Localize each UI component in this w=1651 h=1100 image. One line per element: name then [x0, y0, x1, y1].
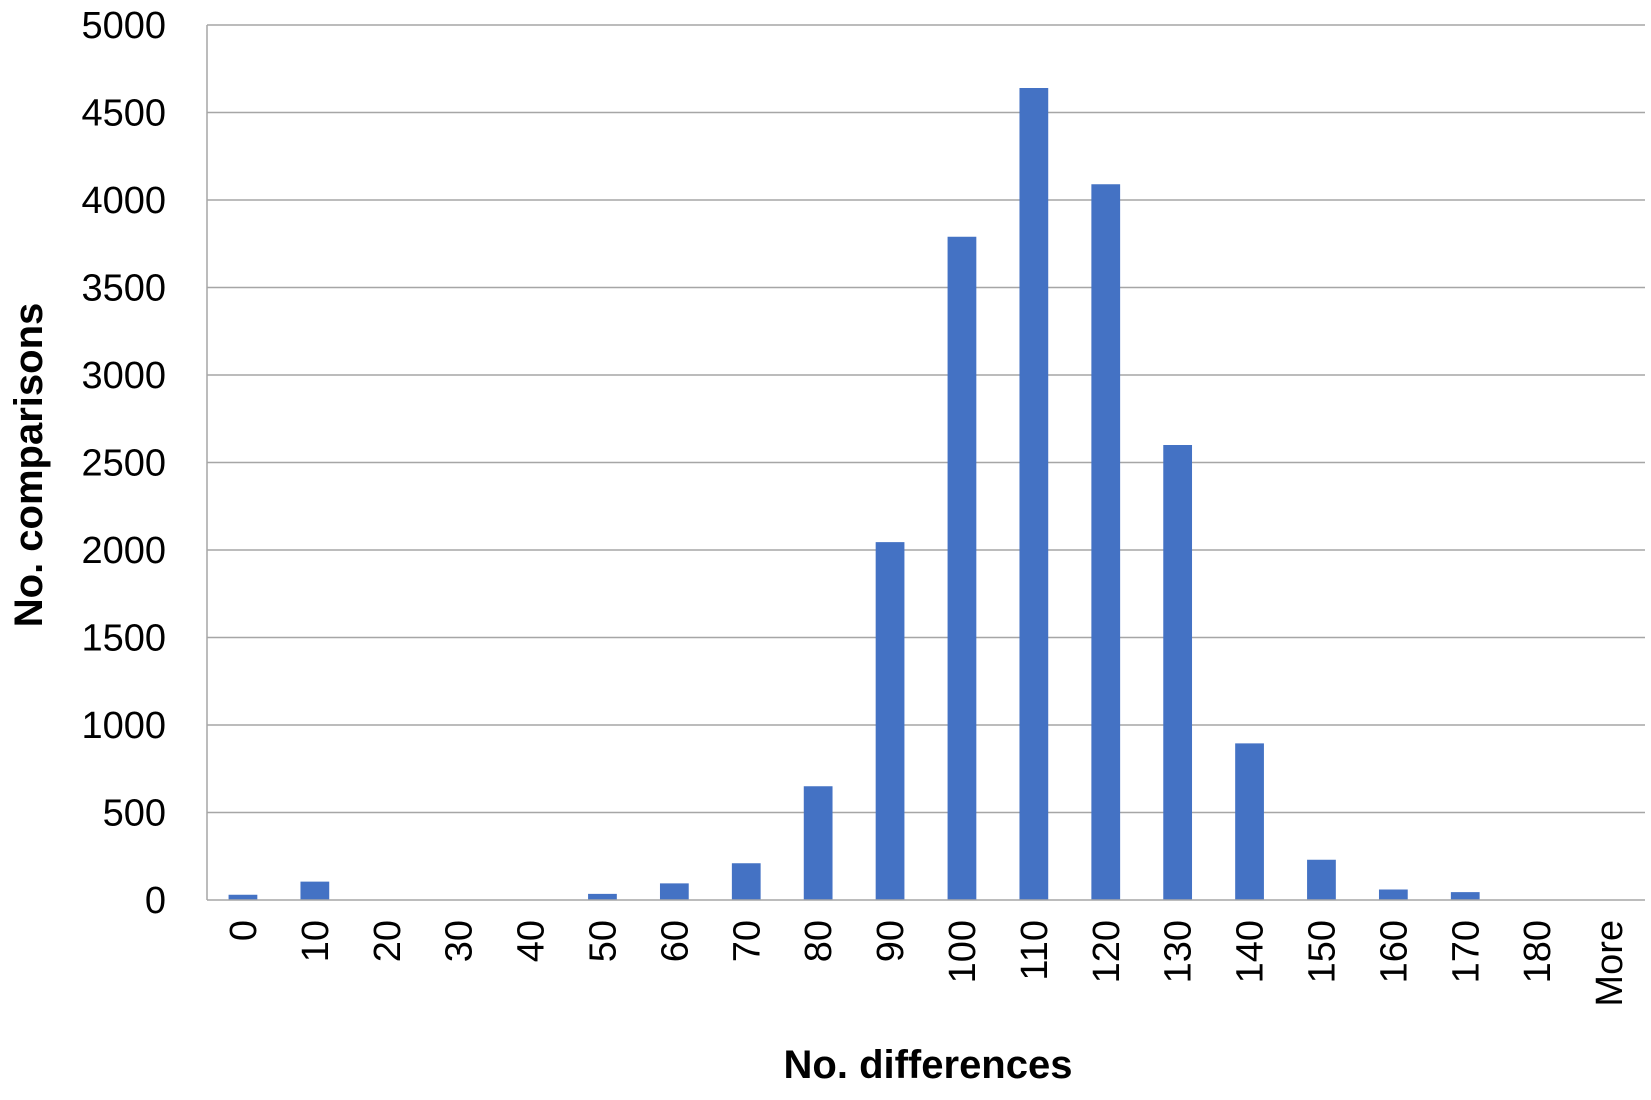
- bar-160: [1378, 889, 1408, 900]
- x-tick-label: 150: [1301, 920, 1343, 983]
- bars: [228, 88, 1480, 900]
- bar-10: [300, 881, 330, 900]
- y-tick-labels: 0 500 1000 1500 2000 2500 3000 3500 4000 4500 5000: [81, 5, 166, 922]
- y-tick-label: 5000: [81, 5, 166, 47]
- x-tick-label: 110: [1014, 920, 1056, 981]
- bar-130: [1163, 445, 1193, 900]
- x-tick-label: 40: [511, 920, 553, 962]
- x-tick-label: 100: [942, 920, 984, 983]
- bar-70: [731, 863, 761, 900]
- bar-100: [947, 236, 977, 900]
- gridlines: [207, 24, 1645, 814]
- bar-150: [1307, 859, 1336, 900]
- x-tick-label: 30: [439, 920, 481, 962]
- axes: [206, 25, 1645, 901]
- x-tick-label: 170: [1445, 920, 1487, 983]
- x-tick-label: 120: [1086, 920, 1128, 983]
- bar-110: [1019, 88, 1049, 900]
- x-tick-label: More: [1589, 920, 1631, 1007]
- x-tick-label: 130: [1158, 920, 1200, 983]
- x-tick-labels: 0 10 20 30 40 50 60 70 80 90 100 110 120 130 140 150 160…: [223, 920, 1631, 1007]
- x-tick-label: 180: [1517, 920, 1559, 983]
- y-tick-label: 1500: [81, 618, 166, 660]
- bar-140: [1235, 743, 1264, 900]
- y-tick-label: 4500: [81, 93, 166, 135]
- x-tick-label: 10: [295, 920, 337, 962]
- bar-90: [875, 542, 905, 900]
- y-tick-label: 3000: [81, 355, 166, 397]
- bar-80: [803, 786, 833, 900]
- x-axis-title: No. differences: [784, 1043, 1073, 1087]
- x-tick-label: 90: [870, 920, 912, 962]
- bar-60: [659, 883, 689, 900]
- x-tick-label: 160: [1373, 920, 1415, 983]
- x-tick-label: 20: [367, 920, 409, 962]
- y-tick-label: 0: [145, 880, 166, 922]
- y-tick-label: 2000: [81, 530, 166, 572]
- y-axis-title: No. comparisons: [7, 303, 51, 628]
- y-tick-label: 1000: [81, 705, 166, 747]
- x-tick-label: 70: [726, 920, 768, 962]
- bar-50: [588, 893, 617, 900]
- y-tick-label: 2500: [81, 443, 166, 485]
- y-tick-label: 4000: [81, 180, 166, 222]
- x-tick-label: 60: [654, 920, 696, 962]
- bar-120: [1091, 184, 1121, 900]
- x-tick-label: 50: [582, 920, 624, 962]
- y-tick-label: 3500: [81, 268, 166, 310]
- x-tick-label: 140: [1230, 920, 1272, 983]
- bar-170: [1450, 892, 1480, 900]
- x-tick-label: 80: [798, 920, 840, 962]
- x-tick-label: 0: [223, 920, 265, 941]
- y-tick-label: 500: [103, 793, 166, 835]
- bar-0: [228, 894, 258, 900]
